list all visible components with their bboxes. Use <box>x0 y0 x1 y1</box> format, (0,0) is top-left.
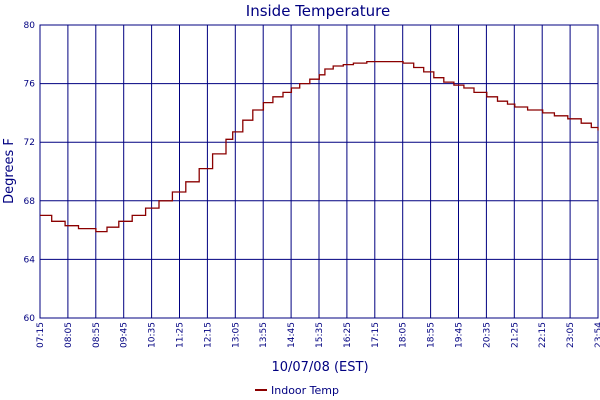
x-tick-label: 22:15 <box>538 322 548 348</box>
x-tick-label: 12:15 <box>203 322 213 348</box>
y-tick-label: 76 <box>24 80 36 90</box>
series-layer <box>40 60 599 233</box>
x-tick-label: 18:55 <box>427 322 437 348</box>
x-tick-label: 23:54 <box>594 322 600 348</box>
y-tick-label: 72 <box>24 138 35 148</box>
x-tick-label: 08:05 <box>64 322 74 348</box>
x-tick-label: 17:15 <box>371 322 381 348</box>
y-tick-label: 68 <box>24 197 36 207</box>
x-tick-label: 13:05 <box>231 322 241 348</box>
x-axis-label: 10/07/08 (EST) <box>271 360 368 375</box>
x-tick-label: 16:25 <box>343 322 353 348</box>
x-tick-label: 18:05 <box>399 322 409 348</box>
series-line-indoor-temp <box>40 60 599 233</box>
x-tick-label: 09:45 <box>120 322 130 348</box>
x-tick-label: 23:05 <box>566 322 576 348</box>
x-tick-label: 11:25 <box>176 322 186 348</box>
x-tick-label: 20:35 <box>482 322 492 348</box>
y-tick-label: 64 <box>24 255 36 265</box>
y-tick-label: 80 <box>24 21 36 31</box>
legend-label-indoor-temp: Indoor Temp <box>271 384 339 397</box>
x-tick-label: 21:25 <box>510 322 520 348</box>
y-axis-label: Degrees F <box>2 138 17 204</box>
y-tick-label: 60 <box>24 314 36 324</box>
chart-title: Inside Temperature <box>246 2 390 20</box>
legend: Indoor Temp <box>255 384 339 397</box>
x-tick-label: 15:35 <box>315 322 325 348</box>
grid <box>39 24 599 319</box>
x-tick-label: 14:45 <box>287 322 297 348</box>
x-tick-label: 13:55 <box>259 322 269 348</box>
x-tick-label: 08:55 <box>92 322 102 348</box>
x-tick-label: 10:35 <box>148 322 158 348</box>
x-tick-label: 07:15 <box>36 322 46 348</box>
x-tick-label: 19:45 <box>455 322 465 348</box>
